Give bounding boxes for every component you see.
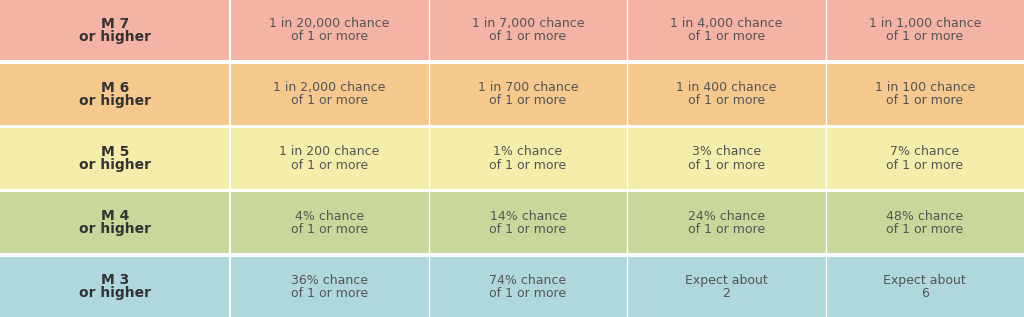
Text: 1 in 700 chance: 1 in 700 chance	[478, 81, 579, 94]
Text: of 1 or more: of 1 or more	[291, 94, 369, 107]
Text: 14% chance: 14% chance	[489, 210, 566, 223]
Text: 1 in 1,000 chance: 1 in 1,000 chance	[868, 17, 981, 30]
Text: of 1 or more: of 1 or more	[688, 94, 765, 107]
Text: 24% chance: 24% chance	[688, 210, 765, 223]
Text: 1 in 400 chance: 1 in 400 chance	[676, 81, 776, 94]
Text: of 1 or more: of 1 or more	[291, 287, 369, 300]
Text: 48% chance: 48% chance	[886, 210, 964, 223]
FancyBboxPatch shape	[0, 128, 1024, 189]
Text: of 1 or more: of 1 or more	[489, 94, 566, 107]
Text: 7% chance: 7% chance	[890, 146, 959, 158]
FancyBboxPatch shape	[0, 64, 1024, 125]
Text: or higher: or higher	[79, 158, 152, 172]
Text: of 1 or more: of 1 or more	[291, 223, 369, 236]
Text: 1 in 4,000 chance: 1 in 4,000 chance	[671, 17, 782, 30]
Text: of 1 or more: of 1 or more	[489, 223, 566, 236]
FancyBboxPatch shape	[0, 192, 1024, 253]
Text: of 1 or more: of 1 or more	[489, 287, 566, 300]
Text: 6: 6	[921, 287, 929, 300]
Text: of 1 or more: of 1 or more	[886, 30, 964, 43]
Text: 4% chance: 4% chance	[295, 210, 365, 223]
Text: of 1 or more: of 1 or more	[688, 223, 765, 236]
Text: M 4: M 4	[101, 209, 129, 223]
Text: of 1 or more: of 1 or more	[886, 223, 964, 236]
Text: M 5: M 5	[101, 145, 129, 159]
Text: Expect about: Expect about	[884, 274, 967, 287]
Text: of 1 or more: of 1 or more	[688, 158, 765, 171]
Text: 74% chance: 74% chance	[489, 274, 566, 287]
Text: 1 in 100 chance: 1 in 100 chance	[874, 81, 975, 94]
Text: 1 in 2,000 chance: 1 in 2,000 chance	[273, 81, 386, 94]
Text: 1 in 200 chance: 1 in 200 chance	[280, 146, 380, 158]
Text: of 1 or more: of 1 or more	[489, 158, 566, 171]
Text: of 1 or more: of 1 or more	[291, 158, 369, 171]
Text: Expect about: Expect about	[685, 274, 768, 287]
Text: of 1 or more: of 1 or more	[291, 30, 369, 43]
Text: of 1 or more: of 1 or more	[886, 94, 964, 107]
Text: 1 in 20,000 chance: 1 in 20,000 chance	[269, 17, 390, 30]
Text: or higher: or higher	[79, 222, 152, 236]
Text: of 1 or more: of 1 or more	[489, 30, 566, 43]
Text: or higher: or higher	[79, 287, 152, 301]
Text: or higher: or higher	[79, 30, 152, 44]
Text: 3% chance: 3% chance	[692, 146, 761, 158]
Text: of 1 or more: of 1 or more	[688, 30, 765, 43]
Text: M 3: M 3	[101, 273, 129, 287]
Text: 1 in 7,000 chance: 1 in 7,000 chance	[472, 17, 585, 30]
Text: or higher: or higher	[79, 94, 152, 108]
Text: M 6: M 6	[101, 81, 129, 95]
Text: of 1 or more: of 1 or more	[886, 158, 964, 171]
FancyBboxPatch shape	[0, 0, 1024, 60]
Text: 36% chance: 36% chance	[291, 274, 368, 287]
FancyBboxPatch shape	[0, 257, 1024, 317]
Text: 1% chance: 1% chance	[494, 146, 562, 158]
Text: M 7: M 7	[101, 16, 129, 30]
Text: 2: 2	[723, 287, 730, 300]
